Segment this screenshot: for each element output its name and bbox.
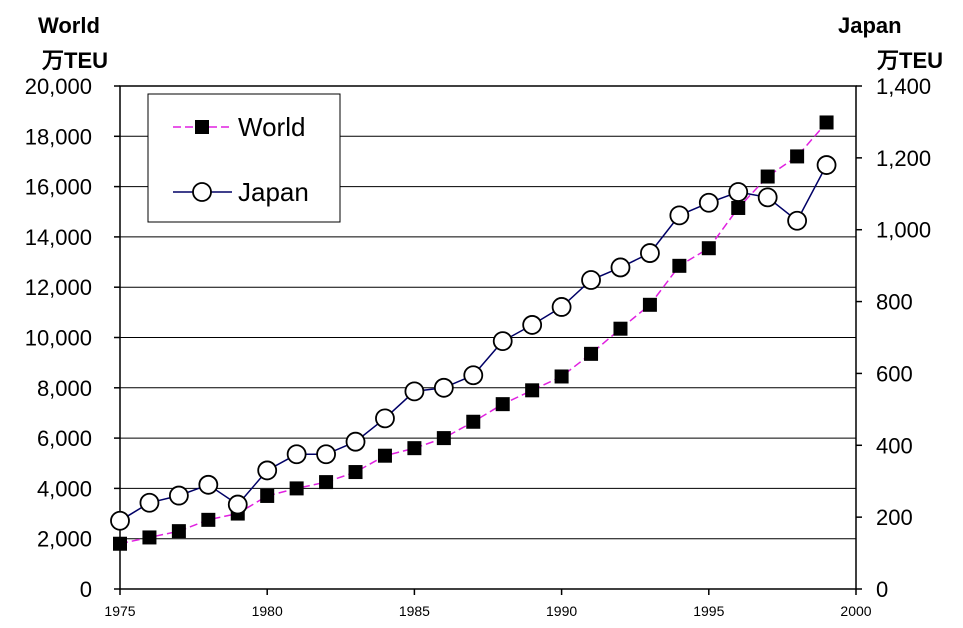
left-tick-label: 20,000	[25, 74, 92, 99]
left-tick-label: 6,000	[37, 426, 92, 451]
data-point	[377, 448, 392, 463]
data-point	[348, 465, 363, 480]
left-axis-ticks: 0 2,000 4,000 6,000 8,000 10,000 12,000 14,000 1…	[25, 74, 120, 602]
right-tick-label: 1,200	[876, 146, 931, 171]
data-point	[257, 460, 278, 481]
left-tick-label: 8,000	[37, 376, 92, 401]
data-point	[669, 205, 690, 226]
right-tick-label: 0	[876, 577, 888, 602]
x-tick-label: 1985	[399, 603, 430, 619]
data-point	[787, 210, 808, 231]
series-world	[113, 115, 834, 551]
data-point	[584, 346, 599, 361]
data-point	[466, 414, 481, 429]
left-axis-unit: 万TEU	[41, 48, 108, 73]
right-tick-label: 400	[876, 433, 913, 458]
data-point	[790, 149, 805, 164]
right-tick-label: 600	[876, 361, 913, 386]
left-tick-label: 10,000	[25, 326, 92, 351]
data-point	[551, 297, 572, 317]
right-tick-label: 200	[876, 505, 913, 530]
x-tick-label: 1990	[546, 603, 577, 619]
left-tick-label: 16,000	[25, 175, 92, 200]
data-point	[816, 155, 837, 175]
data-point	[731, 200, 746, 215]
data-point	[581, 270, 601, 290]
legend: World Japan	[147, 93, 341, 223]
data-point	[610, 257, 631, 278]
legend-world-marker	[195, 120, 209, 134]
data-point	[640, 243, 660, 263]
left-tick-label: 2,000	[37, 527, 92, 552]
data-point	[463, 365, 484, 386]
data-point	[492, 331, 513, 351]
data-point	[433, 377, 454, 398]
left-tick-label: 4,000	[37, 476, 92, 501]
data-point	[525, 383, 540, 398]
data-point	[407, 441, 422, 456]
x-tick-label: 1980	[252, 603, 283, 619]
left-axis-title: World	[38, 13, 100, 38]
data-point	[554, 369, 569, 384]
data-point	[819, 115, 834, 130]
data-point	[260, 488, 275, 503]
left-tick-label: 14,000	[25, 225, 92, 250]
legend-world-label: World	[238, 112, 305, 142]
legend-japan-marker	[192, 182, 212, 202]
right-tick-label: 1,000	[876, 218, 931, 243]
data-point	[613, 321, 628, 336]
data-point	[728, 182, 749, 202]
data-point	[701, 241, 716, 256]
data-point	[171, 524, 186, 539]
left-tick-label: 0	[80, 577, 92, 602]
data-point	[757, 187, 778, 208]
data-point	[168, 485, 189, 506]
right-tick-label: 800	[876, 290, 913, 315]
data-point	[760, 169, 775, 184]
legend-box	[147, 93, 341, 223]
data-point	[672, 258, 687, 273]
data-point	[289, 481, 304, 496]
data-point	[286, 444, 307, 465]
left-tick-label: 12,000	[25, 275, 92, 300]
data-point	[316, 444, 336, 465]
data-point	[113, 536, 127, 551]
data-point	[642, 297, 657, 312]
data-point	[319, 475, 334, 490]
x-tick-label: 1975	[104, 603, 135, 619]
data-point	[698, 192, 719, 213]
data-point	[345, 431, 366, 452]
data-point	[227, 494, 248, 515]
data-point	[110, 510, 130, 531]
right-axis-title: Japan	[838, 13, 902, 38]
data-point	[404, 381, 425, 402]
right-axis-ticks: 0 200 400 600 800 1,000 1,200 1,400	[856, 74, 931, 602]
data-point	[201, 512, 216, 527]
right-tick-label: 1,400	[876, 74, 931, 99]
data-point	[142, 530, 157, 545]
series-japan	[110, 155, 837, 531]
data-point	[522, 315, 543, 335]
legend-japan-label: Japan	[238, 177, 309, 207]
data-point	[139, 492, 160, 513]
data-point	[198, 474, 219, 495]
x-axis-ticks: 1975 1980 1985 1990 1995 2000	[104, 589, 872, 619]
data-point	[436, 431, 451, 446]
grid-lines	[120, 135, 856, 540]
x-tick-label: 1995	[693, 603, 724, 619]
left-tick-label: 18,000	[25, 124, 92, 149]
data-point	[495, 397, 510, 412]
right-axis-unit: 万TEU	[876, 48, 943, 73]
data-point	[375, 408, 395, 429]
x-tick-label: 2000	[840, 603, 871, 619]
series-layer	[110, 115, 837, 551]
